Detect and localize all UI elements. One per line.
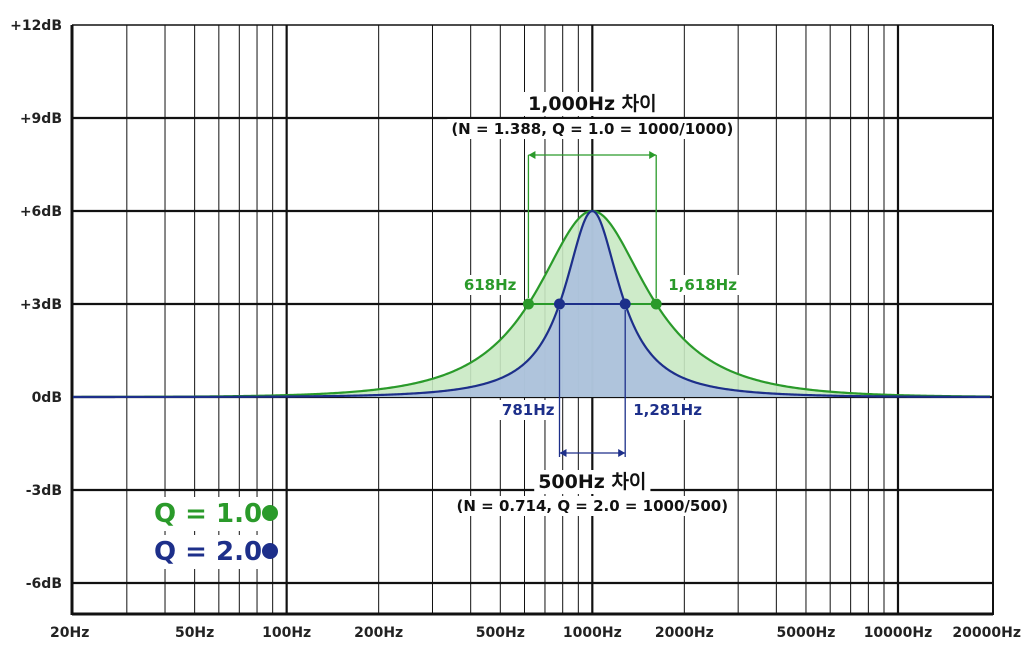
label-background [148,497,269,531]
label-background [534,470,651,494]
green-high-freq-label: 1,618Hz [668,276,737,294]
x-tick-label: 200Hz [354,625,403,641]
label-background [148,535,269,569]
y-tick-label: +12dB [10,18,62,34]
y-tick-label: -6dB [26,576,62,592]
blue-bandwidth-subtitle: (N = 0.714, Q = 2.0 = 1000/500) [457,497,729,515]
blue-low-freq-label: 781Hz [502,401,555,419]
green-bandwidth-title: 1,000Hz 차이 [528,93,657,115]
legend-label-q2: Q = 2.0 [154,537,262,567]
blue-arrow-right [618,449,626,457]
y-tick-label: +9dB [20,111,62,127]
green-arrow-right [649,151,657,159]
x-tick-label: 100Hz [262,625,311,641]
point-q1-high [650,298,662,310]
legend-marker-q1 [262,505,278,521]
legend: Q = 1.0 Q = 2.0 [148,497,278,569]
legend-marker-q2 [262,543,278,559]
x-tick-label: 500Hz [476,625,525,641]
blue-high-freq-label: 1,281Hz [633,401,702,419]
bandwidth-brackets [527,151,657,457]
label-background [460,275,520,295]
x-tick-label: 20Hz [50,625,89,641]
x-tick-label: 10000Hz [864,625,933,641]
label-background [498,400,558,420]
legend-label-q1: Q = 1.0 [154,499,262,529]
green-low-freq-label: 618Hz [464,276,517,294]
label-background [447,119,738,139]
label-background [452,496,733,516]
green-arrow-left [528,151,536,159]
data-points [522,298,662,310]
point-q1-low [522,298,534,310]
label-background [630,400,706,420]
x-tick-label: 50Hz [175,625,214,641]
series-area-q2 [73,211,990,397]
annotation-labels: 618Hz 1,618Hz 781Hz 1,281Hz 1,000Hz 차이 (… [447,92,741,516]
x-tick-label: 5000Hz [777,625,836,641]
y-tick-label: -3dB [26,483,62,499]
blue-arrow-left [559,449,567,457]
green-bandwidth-subtitle: (N = 1.388, Q = 1.0 = 1000/1000) [451,120,733,138]
x-tick-label: 2000Hz [655,625,714,641]
point-q2-high [619,298,631,310]
x-tick-label: 20000Hz [952,625,1021,641]
series-curves [72,209,991,399]
series-line-q2 [73,209,990,399]
x-tick-label: 1000Hz [563,625,622,641]
point-q2-low [554,298,566,310]
axis-tick-labels: +12dB +9dB +6dB +3dB 0dB -3dB -6dB 20Hz 50Hz 100H… [10,18,1021,641]
label-background [665,275,741,295]
label-background [523,92,661,116]
y-tick-label: +3dB [20,297,62,313]
blue-bandwidth-title: 500Hz 차이 [538,471,646,493]
y-tick-label: +6dB [20,204,62,220]
y-tick-label: 0dB [32,390,62,406]
